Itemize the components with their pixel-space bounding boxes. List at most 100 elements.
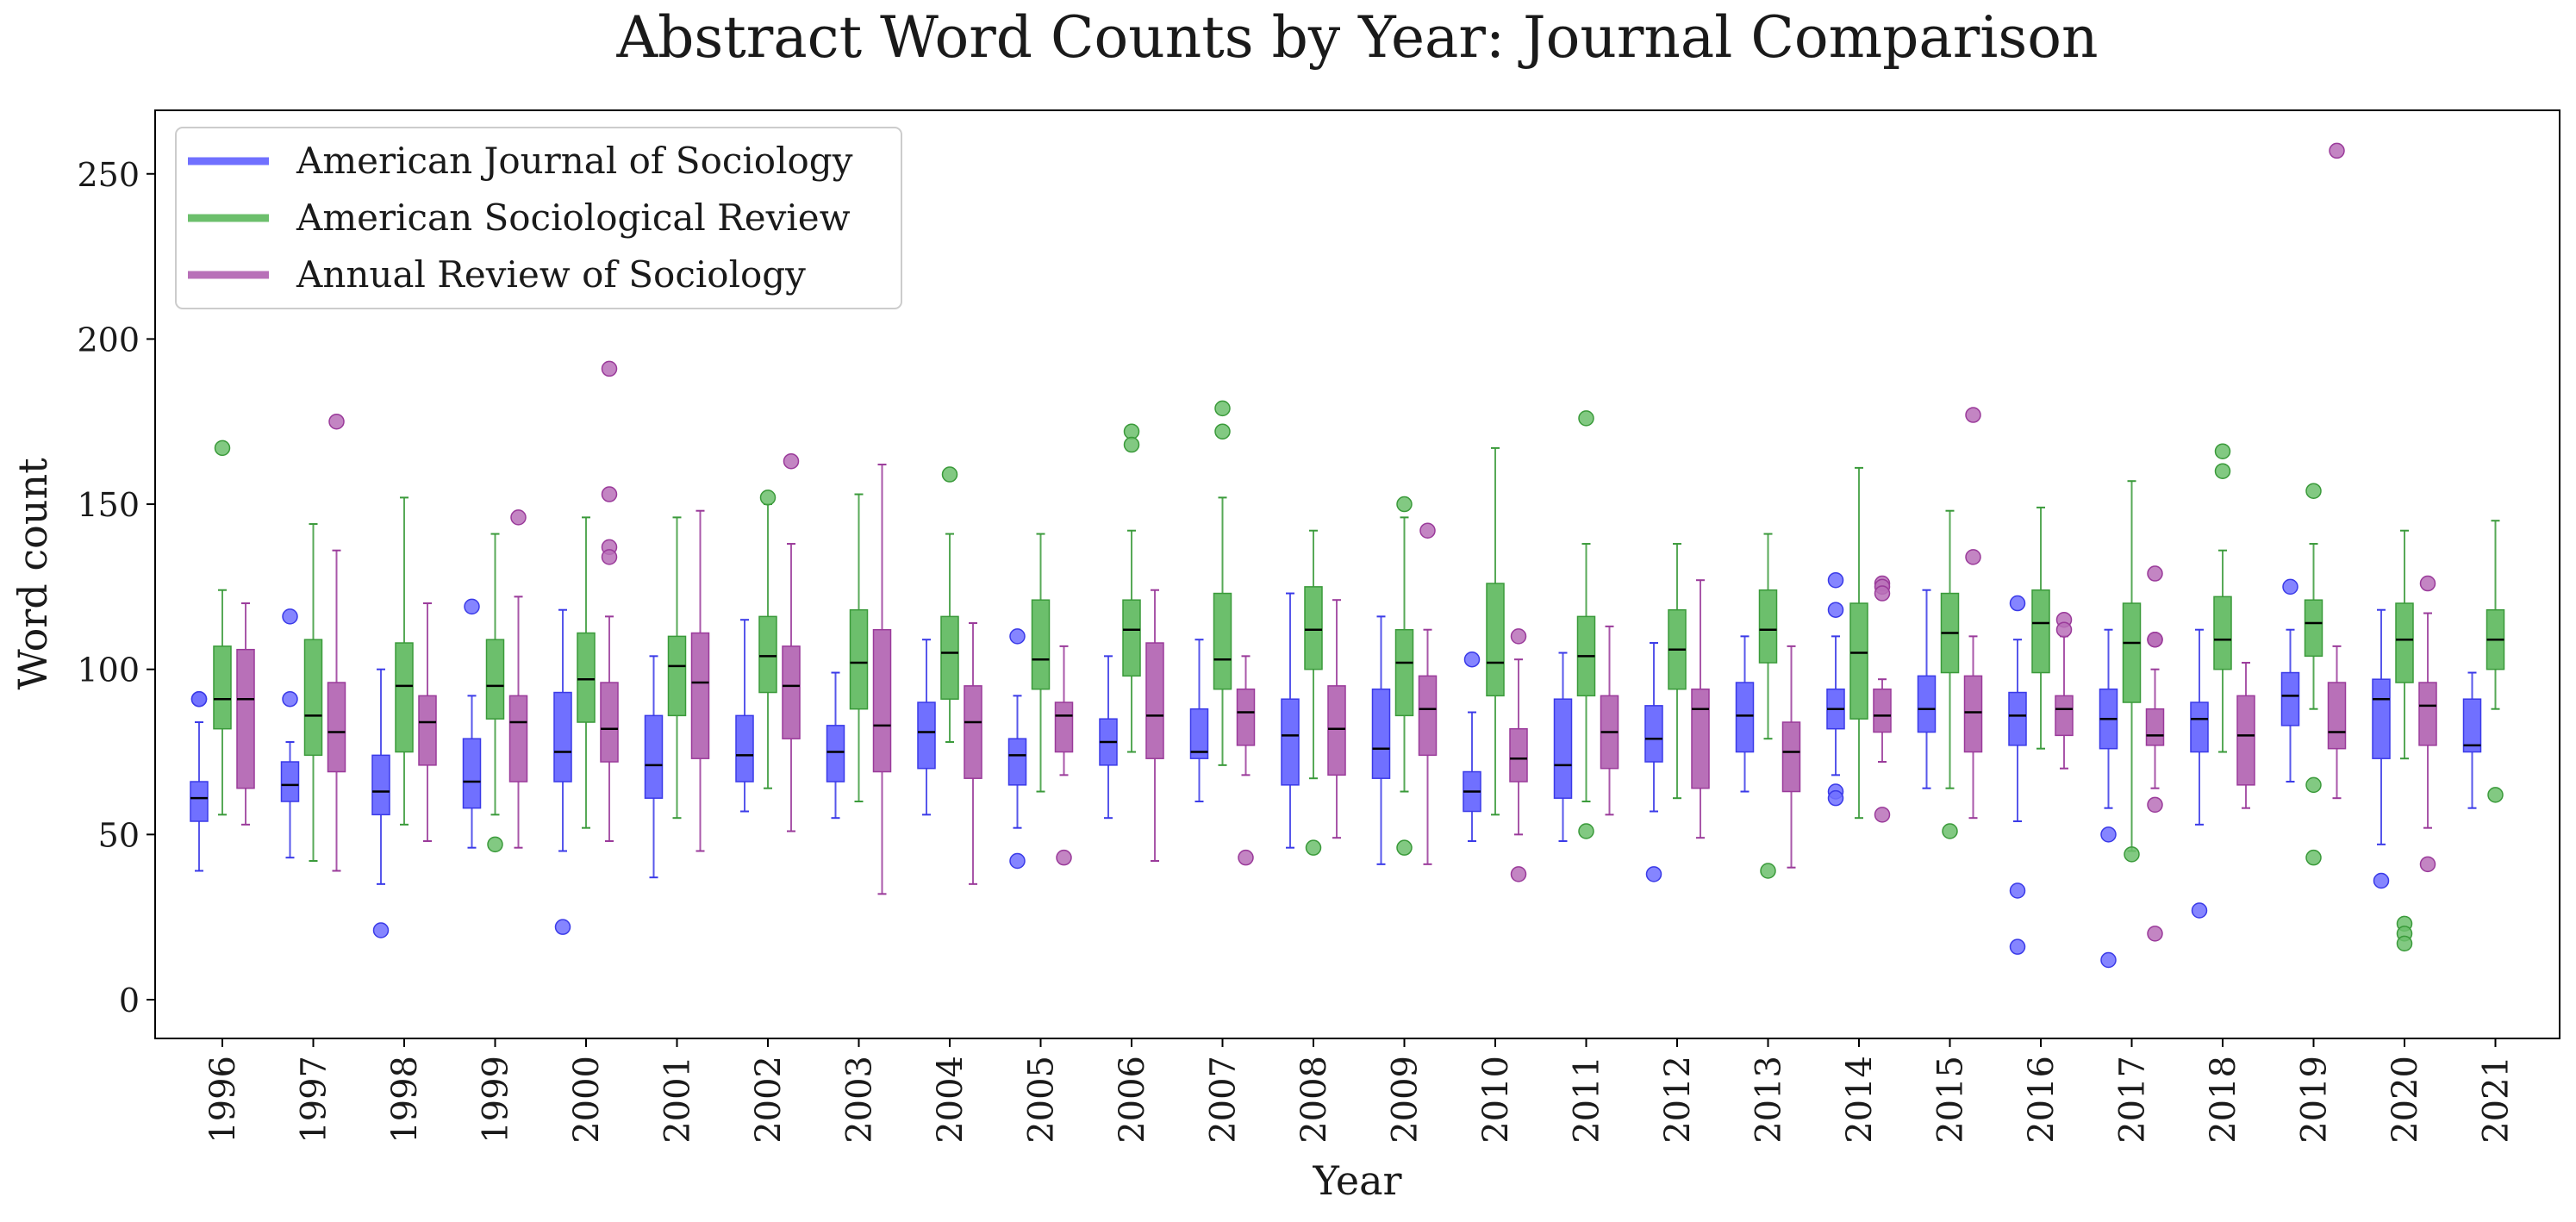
box-iqr (1963, 675, 1983, 753)
box-iqr (1007, 738, 1027, 786)
box-2017-series-1 (2122, 480, 2142, 863)
outlier-point (941, 466, 958, 483)
box-2002-series-2 (782, 452, 801, 832)
box-iqr (1213, 592, 1232, 690)
outlier-point (328, 413, 345, 430)
box-iqr (1327, 685, 1346, 776)
outlier-point (601, 360, 618, 377)
box-2002-series-0 (735, 619, 754, 813)
outlier-point (1009, 628, 1026, 645)
box-iqr (2190, 701, 2209, 753)
x-tick-label: 2010 (1476, 1056, 1516, 1144)
box-2013-series-1 (1758, 533, 1778, 879)
x-tick-label: 1996 (203, 1056, 243, 1144)
box-2006-series-0 (1099, 655, 1118, 820)
box-2014-series-0 (1826, 571, 1845, 807)
box-iqr (1031, 599, 1051, 690)
legend: American Journal of Sociology American So… (175, 127, 902, 309)
outlier-point (1396, 839, 1413, 856)
outlier-point (1760, 863, 1776, 879)
x-tick-label: 2017 (2113, 1056, 2153, 1144)
outlier-point (2396, 935, 2413, 952)
box-2011-series-1 (1576, 410, 1596, 839)
box-2015-series-0 (1917, 589, 1937, 789)
box-2017-series-2 (2145, 565, 2165, 942)
box-iqr (2304, 599, 2323, 658)
outlier-point (1510, 866, 1527, 882)
y-tick-label: 150 (77, 486, 140, 524)
box-2018-series-2 (2236, 662, 2255, 809)
box-2011-series-2 (1600, 625, 1619, 816)
outlier-point (282, 608, 298, 625)
outlier-point (2009, 882, 2026, 899)
box-iqr (2372, 678, 2391, 759)
outlier-point (2214, 463, 2231, 479)
box-iqr (2395, 602, 2414, 683)
outlier-point (554, 919, 571, 935)
box-1998-series-0 (371, 668, 390, 938)
box-1997-series-2 (327, 413, 346, 872)
box-2019-series-1 (2304, 483, 2323, 866)
x-axis: 1996 1997 1998 1999 2000 2001 2002 2003 2004 2005… (203, 1038, 2517, 1144)
outlier-point (1874, 585, 1891, 602)
box-2017-series-0 (2099, 628, 2118, 969)
box-2001-series-0 (644, 655, 664, 879)
chart-title: Abstract Word Counts by Year: Journal Co… (615, 4, 2098, 71)
box-2007-series-2 (1236, 655, 1256, 866)
x-tick-label: 2007 (1204, 1056, 1244, 1144)
x-tick-label: 2011 (1568, 1056, 1607, 1144)
x-tick-label: 2012 (1658, 1056, 1698, 1144)
x-tick-label: 2018 (2204, 1056, 2243, 1144)
box-2014-series-1 (1849, 466, 1868, 820)
y-axis: 0 50 100 150 200 250 (77, 156, 155, 1019)
box-2008-series-0 (1281, 592, 1300, 849)
outlier-point (601, 486, 618, 502)
box-2018-series-0 (2190, 628, 2209, 919)
box-2003-series-1 (849, 493, 869, 803)
x-tick-label: 1997 (295, 1056, 334, 1144)
box-iqr (2122, 602, 2142, 703)
box-iqr (1236, 688, 1256, 746)
box-iqr (1758, 589, 1778, 664)
outlier-point (2147, 796, 2163, 814)
y-tick-label: 100 (77, 652, 140, 689)
outlier-point (190, 690, 208, 708)
outlier-point (1874, 807, 1891, 823)
box-1998-series-2 (418, 602, 437, 843)
outlier-point (2305, 776, 2322, 794)
x-tick-label: 2005 (1022, 1056, 1062, 1144)
box-iqr (1281, 698, 1300, 786)
y-axis-label: Word count (9, 458, 56, 690)
box-2005-series-1 (1031, 533, 1051, 793)
outlier-point (1463, 651, 1481, 668)
x-tick-label: 2006 (1113, 1056, 1152, 1144)
x-tick-label: 2013 (1750, 1056, 1789, 1144)
outlier-point (1965, 407, 1981, 423)
box-1999-series-1 (485, 533, 505, 853)
box-iqr (782, 645, 801, 739)
outlier-point (2214, 443, 2231, 459)
box-2005-series-0 (1007, 628, 1027, 870)
x-tick-label: 2021 (2477, 1056, 2517, 1144)
x-axis-label: Year (1312, 1157, 1401, 1204)
box-iqr (1145, 642, 1164, 759)
box-2020-series-0 (2372, 608, 2391, 889)
outlier-point (1827, 571, 1844, 589)
box-iqr (600, 682, 619, 763)
box-iqr (940, 615, 959, 700)
x-tick-label: 2019 (2295, 1056, 2335, 1144)
outlier-point (1123, 423, 1140, 440)
outlier-point (372, 922, 390, 938)
box-iqr (1873, 688, 1892, 733)
legend-label: American Journal of Sociology (296, 140, 853, 182)
outlier-point (464, 598, 480, 615)
box-iqr (1189, 708, 1209, 759)
outlier-point (759, 489, 777, 506)
box-1996-series-1 (213, 440, 232, 816)
box-iqr (327, 682, 346, 773)
box-iqr (2280, 671, 2300, 726)
box-iqr (644, 714, 664, 799)
box-2001-series-1 (667, 516, 687, 820)
box-iqr (1917, 675, 1937, 733)
box-2015-series-2 (1963, 407, 1983, 820)
